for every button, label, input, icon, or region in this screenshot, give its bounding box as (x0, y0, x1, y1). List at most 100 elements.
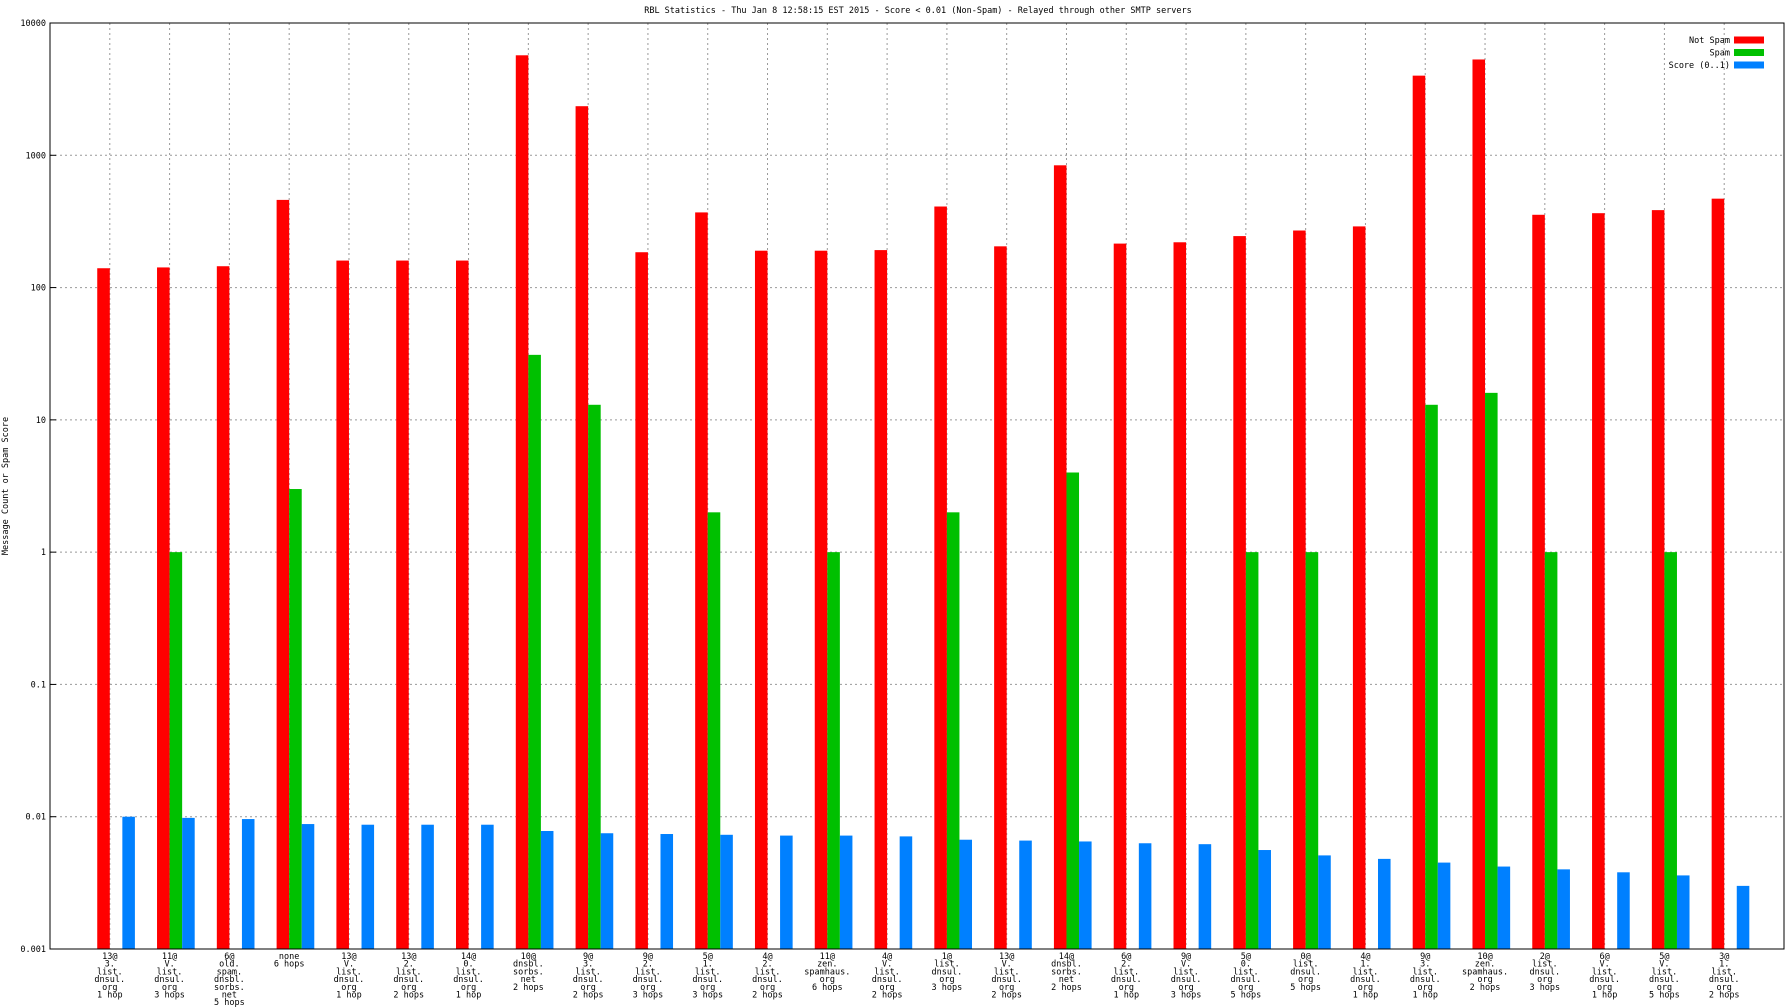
bar (635, 252, 648, 950)
x-tick-line: org (1238, 983, 1253, 993)
x-tick-line: 3 hops (932, 983, 963, 993)
y-tick-label: 0.01 (26, 813, 46, 823)
x-tick-line: org (1418, 983, 1433, 993)
x-tick-line: 3 hops (1171, 991, 1202, 1001)
x-tick-line: 1. (1719, 960, 1729, 970)
bar (169, 552, 183, 949)
x-tick-line: zen. (1475, 960, 1495, 970)
x-tick-line: 9@ (643, 952, 653, 962)
bar (528, 354, 541, 949)
x-tick-line: 2 hops (1709, 991, 1740, 1001)
x-tick-line: 4@ (762, 952, 772, 962)
x-tick-line: dnsul. (1589, 975, 1620, 985)
legend-label: Spam (1710, 49, 1730, 59)
x-tick-line: V. (1181, 960, 1191, 970)
bar (1651, 210, 1665, 949)
bar (994, 246, 1007, 950)
x-tick-line: dnsul. (752, 975, 783, 985)
x-tick-line: org (102, 983, 117, 993)
x-tick-label: 13@ V. list. dnsul. org 2 hops (991, 952, 1022, 1001)
legend-swatch (1734, 49, 1764, 56)
x-tick-line: sorbs. (513, 967, 544, 977)
bar (839, 835, 853, 949)
x-tick-line: sorbs. (214, 983, 245, 993)
x-tick-line: 1@ (942, 952, 952, 962)
x-tick-label: 13@ V. list. dnsul. org 1 hop (334, 952, 365, 1001)
x-tick-label: 2@ list. dnsul. org 3 hops (1529, 952, 1560, 993)
x-tick-line: 4@ (1360, 952, 1370, 962)
bar (1711, 198, 1725, 950)
x-tick-line: org (1119, 983, 1134, 993)
x-tick-line: org (401, 983, 416, 993)
y-tick-label: 1000 (26, 151, 46, 161)
bar (455, 260, 469, 949)
bar (1472, 59, 1486, 949)
x-tick-line: list. (157, 967, 183, 977)
x-tick-line: 10@ (521, 952, 536, 962)
bar (1066, 472, 1080, 949)
x-tick-line: org (162, 983, 177, 993)
bar (1019, 840, 1032, 949)
x-tick-label: 1@ list. dnsul. org 3 hops (932, 952, 963, 993)
x-tick-label: 5@ 1. list. dnsul. org 3 hops (692, 952, 723, 1001)
bar (959, 839, 973, 949)
x-tick-line: dnsul. (1111, 975, 1142, 985)
x-tick-line: 5 hops (1649, 991, 1680, 1001)
x-tick-line: org (1477, 975, 1492, 985)
x-tick-line: org (999, 983, 1014, 993)
x-tick-line: list. (1293, 960, 1319, 970)
x-tick-line: 6 hops (274, 960, 305, 970)
x-tick-line: none (279, 952, 299, 962)
x-tick-line: 5@ (1659, 952, 1669, 962)
x-tick-line: 13@ (102, 952, 117, 962)
x-tick-line: 4@ (882, 952, 892, 962)
bar (946, 512, 960, 949)
bar (289, 489, 302, 949)
bar (1736, 885, 1750, 949)
bar (754, 250, 768, 950)
bar (575, 106, 589, 950)
x-tick-line: 9@ (583, 952, 593, 962)
x-tick-line: 1 hop (1592, 991, 1618, 1001)
bar (874, 250, 888, 949)
bar (695, 212, 708, 949)
bar (241, 819, 255, 949)
x-tick-line: dnsul. (1231, 975, 1262, 985)
x-tick-line: list. (1592, 967, 1618, 977)
x-tick-line: 1. (1360, 960, 1370, 970)
x-tick-line: org (939, 975, 954, 985)
x-tick-line: V. (344, 960, 354, 970)
x-tick-line: dnsul. (1410, 975, 1441, 985)
x-tick-label: 3@ 1. list. dnsul. org 2 hops (1709, 952, 1740, 1001)
bar (122, 816, 135, 949)
x-tick-label: 9@ 2. list. dnsul. org 3 hops (633, 952, 664, 1001)
bar (1617, 872, 1630, 949)
x-tick-line: dnsul. (334, 975, 365, 985)
bar (396, 260, 409, 949)
x-tick-line: 3. (1420, 960, 1430, 970)
x-tick-line: dnsul. (94, 975, 125, 985)
x-tick-line: 2. (643, 960, 653, 970)
x-tick-line: 6@ (1599, 952, 1609, 962)
x-tick-line: 2 hops (1051, 983, 1082, 993)
x-tick-line: 9@ (1420, 952, 1430, 962)
x-tick-line: org (760, 983, 775, 993)
x-tick-line: 10@ (1477, 952, 1492, 962)
x-tick-line: list. (874, 967, 900, 977)
x-tick-line: list. (1412, 967, 1438, 977)
x-tick-line: list. (1353, 967, 1379, 977)
x-tick-line: list. (456, 967, 482, 977)
x-tick-line: dnsul. (1290, 967, 1321, 977)
x-tick-line: dnsul. (1649, 975, 1680, 985)
x-tick-line: dnsul. (1350, 975, 1381, 985)
x-tick-line: list. (336, 967, 362, 977)
x-tick-line: org (820, 975, 835, 985)
bar (1173, 242, 1187, 949)
x-tick-label: 10@ zen. spamhaus. org 2 hops (1462, 952, 1508, 993)
x-tick-line: org (1597, 983, 1612, 993)
bar (216, 266, 230, 950)
x-tick-line: V. (1599, 960, 1609, 970)
x-tick-line: list. (1233, 967, 1259, 977)
bar (588, 404, 601, 949)
